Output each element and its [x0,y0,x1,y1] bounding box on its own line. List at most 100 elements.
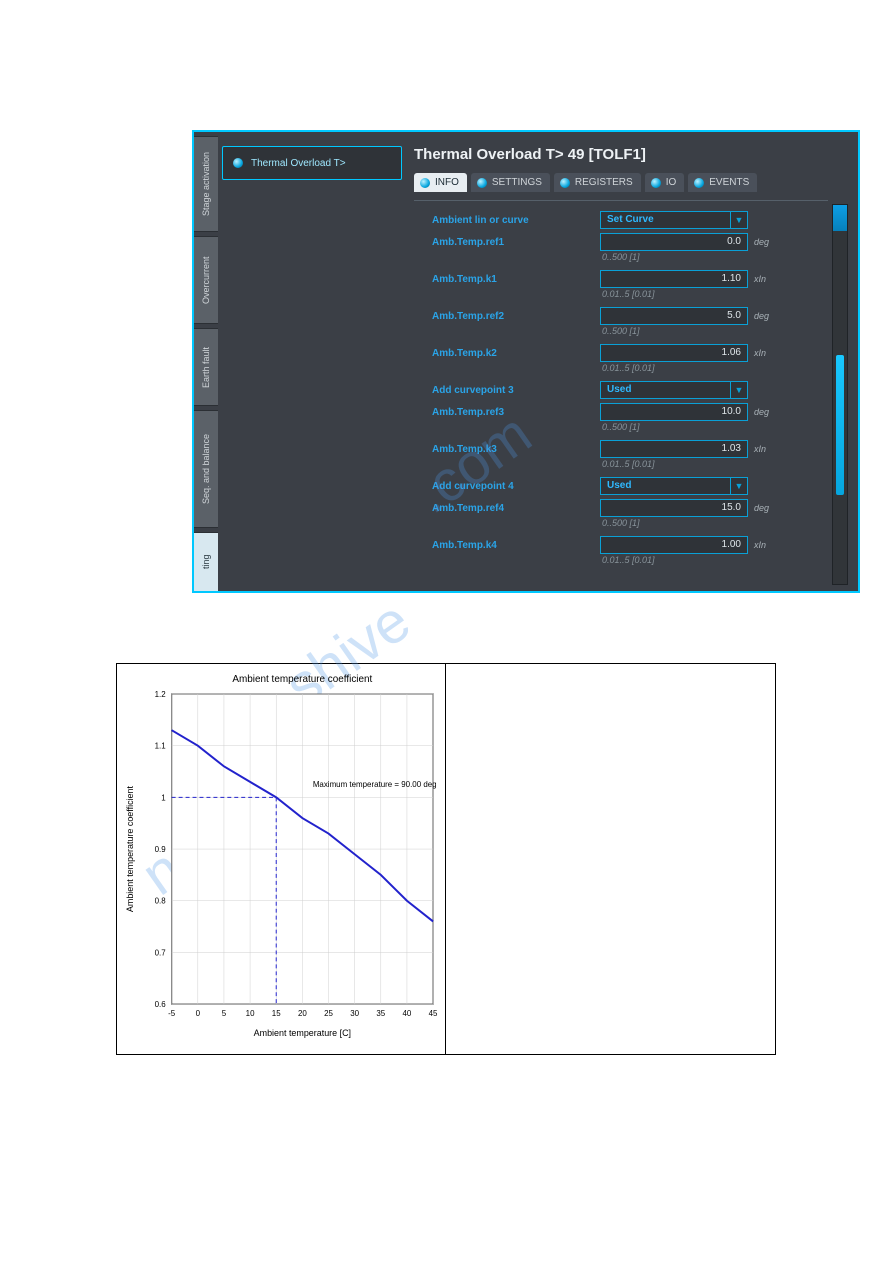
svg-text:1.2: 1.2 [155,690,167,699]
svg-text:Ambient temperature [C]: Ambient temperature [C] [254,1028,351,1038]
scroll-thumb[interactable] [836,355,844,495]
param-input[interactable]: 1.03 [600,440,748,458]
svg-text:0.6: 0.6 [155,1000,167,1009]
param-unit: deg [754,407,778,417]
svg-text:20: 20 [298,1009,307,1018]
svg-text:0.9: 0.9 [155,845,167,854]
tab-icon [477,178,487,188]
param-hint: 0.01..5 [0.01] [602,289,822,299]
param-hint: 0..500 [1] [602,326,822,336]
main-area: Thermal Overload T> 49 [TOLF1] INFO SETTI… [414,146,852,591]
svg-text:25: 25 [324,1009,333,1018]
param-select[interactable]: Used▼ [600,381,748,399]
scrollbar[interactable] [832,204,848,585]
param-row: Amb.Temp.ref310.0 deg [432,401,822,423]
param-row: Amb.Temp.k11.10xIn [432,268,822,290]
vtab-ting[interactable]: ting [194,532,218,592]
param-select[interactable]: Set Curve▼ [600,211,748,229]
vtab-earth-fault[interactable]: Earth fault [194,328,218,406]
svg-text:Ambient temperature coefficien: Ambient temperature coefficient [125,786,135,913]
vtab-overcurrent[interactable]: Overcurrent [194,236,218,324]
param-input[interactable]: 0.0 [600,233,748,251]
tab-events[interactable]: EVENTS [688,173,757,192]
pill-label: Thermal Overload T> [251,158,346,169]
svg-text:35: 35 [376,1009,385,1018]
tab-label: SETTINGS [492,177,542,188]
tab-registers[interactable]: REGISTERS [554,173,641,192]
svg-text:1.1: 1.1 [155,742,167,751]
svg-text:10: 10 [246,1009,255,1018]
param-hint: 0.01..5 [0.01] [602,363,822,373]
select-value: Set Curve [600,211,730,229]
config-panel: Stage activation Overcurrent Earth fault Se… [192,130,860,593]
svg-text:40: 40 [403,1009,412,1018]
tab-settings[interactable]: SETTINGS [471,173,550,192]
chevron-down-icon[interactable]: ▼ [730,211,748,229]
svg-text:Ambient temperature coefficien: Ambient temperature coefficient [232,674,372,685]
pill-icon [233,158,243,168]
param-unit: deg [754,311,778,321]
param-input[interactable]: 1.00 [600,536,748,554]
tab-icon [651,178,661,188]
param-label: Amb.Temp.k1 [432,274,600,285]
function-pill[interactable]: Thermal Overload T> [222,146,402,180]
vtab-seq-and-balance[interactable]: Seq. and balance [194,410,218,528]
blank-cell [446,664,775,1054]
param-label: Amb.Temp.ref2 [432,311,600,322]
param-row: Amb.Temp.ref415.0deg [432,497,822,519]
chevron-down-icon[interactable]: ▼ [730,381,748,399]
param-select[interactable]: Used▼ [600,477,748,495]
param-row: Amb.Temp.k41.00 xIn [432,534,822,556]
tab-icon [420,178,430,188]
param-input[interactable]: 15.0 [600,499,748,517]
param-row: Amb.Temp.ref10.0deg [432,231,822,253]
tab-label: REGISTERS [575,177,633,188]
tab-info[interactable]: INFO [414,173,467,192]
select-value: Used [600,477,730,495]
scroll-up-icon[interactable] [833,205,847,231]
svg-text:1: 1 [161,793,166,802]
vtab-stage-activation[interactable]: Stage activation [194,136,218,232]
tab-icon [560,178,570,188]
tab-io[interactable]: IO [645,173,685,192]
svg-text:Maximum temperature = 90.00 de: Maximum temperature = 90.00 deg [313,780,437,789]
svg-text:45: 45 [429,1009,438,1018]
param-input[interactable]: 1.06 [600,344,748,362]
param-row: Ambient lin or curveSet Curve▼ [432,209,822,231]
param-hint: 0..500 [1] [602,518,822,528]
tab-label: EVENTS [709,177,749,188]
svg-text:0.8: 0.8 [155,897,167,906]
param-row: Amb.Temp.ref25.0 deg [432,305,822,327]
svg-text:15: 15 [272,1009,281,1018]
param-label: Amb.Temp.ref3 [432,407,600,418]
svg-text:0: 0 [196,1009,201,1018]
param-row: Add curvepoint 3Used▼ [432,379,822,401]
tab-bar: INFO SETTINGS REGISTERS IO EVENTS [414,173,852,192]
param-row: Amb.Temp.k21.06 xIn [432,342,822,364]
vertical-tab-strip: Stage activation Overcurrent Earth fault Se… [194,132,218,591]
param-input[interactable]: 5.0 [600,307,748,325]
param-label: Amb.Temp.k4 [432,540,600,551]
param-input[interactable]: 1.10 [600,270,748,288]
param-label: Amb.Temp.ref4 [432,503,600,514]
page-title: Thermal Overload T> 49 [TOLF1] [414,146,852,163]
tab-icon [694,178,704,188]
param-unit: xIn [754,348,778,358]
tab-label: INFO [435,177,459,188]
svg-text:30: 30 [350,1009,359,1018]
param-input[interactable]: 10.0 [600,403,748,421]
chevron-down-icon[interactable]: ▼ [730,477,748,495]
param-content: Ambient lin or curveSet Curve▼Amb.Temp.r… [414,200,828,591]
param-unit: xIn [754,540,778,550]
svg-text:5: 5 [222,1009,227,1018]
param-label: Add curvepoint 4 [432,481,600,492]
param-label: Ambient lin or curve [432,215,600,226]
tab-label: IO [666,177,677,188]
param-label: Add curvepoint 3 [432,385,600,396]
param-row: Amb.Temp.k31.03xIn [432,438,822,460]
param-hint: 0..500 [1] [602,422,822,432]
param-label: Amb.Temp.k2 [432,348,600,359]
ambient-chart: -50510152025303540450.60.70.80.911.11.2A… [117,664,445,1054]
param-label: Amb.Temp.k3 [432,444,600,455]
svg-text:0.7: 0.7 [155,948,167,957]
